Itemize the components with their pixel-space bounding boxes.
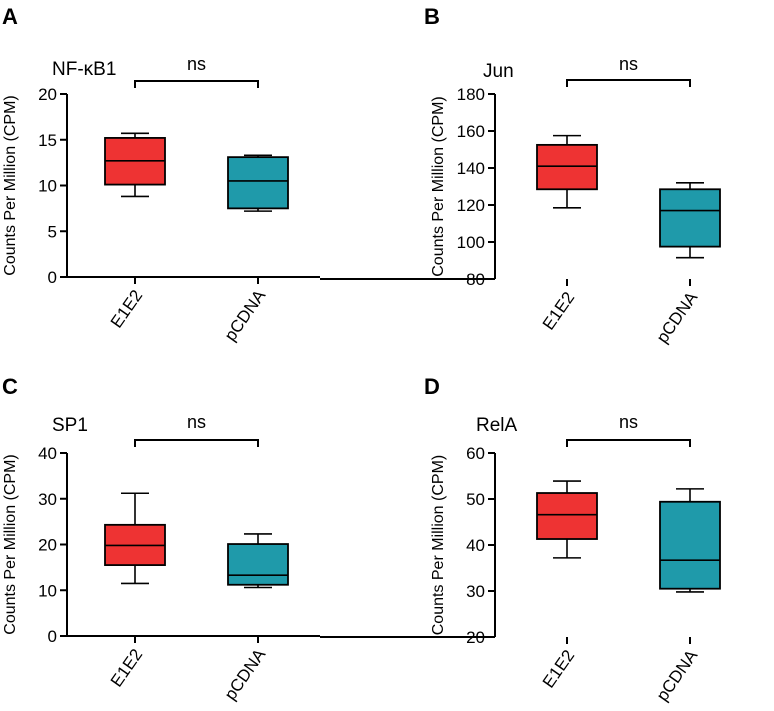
chart-title: NF-κB1 bbox=[52, 59, 116, 80]
significance-label: ns bbox=[619, 412, 638, 432]
panel-letter: D bbox=[424, 374, 440, 399]
y-tick-label: 120 bbox=[457, 196, 485, 215]
box-e1e2 bbox=[536, 134, 598, 209]
x-category-label: pCDNA bbox=[221, 286, 270, 345]
chart-title: SP1 bbox=[52, 415, 88, 436]
box-iqr bbox=[227, 543, 289, 586]
y-tick-label: 10 bbox=[38, 581, 57, 600]
x-category-label: E1E2 bbox=[539, 646, 578, 691]
x-category-label: E1E2 bbox=[107, 645, 146, 690]
box-pcdna bbox=[659, 182, 721, 259]
y-tick-label: 5 bbox=[48, 222, 57, 241]
x-category-label: pCDNA bbox=[221, 645, 270, 704]
x-category-label: E1E2 bbox=[107, 286, 146, 331]
significance-label: ns bbox=[619, 54, 638, 74]
significance-bracket bbox=[566, 439, 691, 447]
box-iqr bbox=[659, 188, 721, 248]
y-tick-label: 140 bbox=[457, 159, 485, 178]
y-tick-label: 20 bbox=[38, 536, 57, 555]
significance-bracket bbox=[134, 439, 259, 447]
panel-letter: B bbox=[424, 4, 440, 29]
y-axis-label: Counts Per Million (CPM) bbox=[2, 454, 19, 634]
y-tick-label: 30 bbox=[38, 490, 57, 509]
box-iqr bbox=[536, 143, 598, 191]
y-tick-label: 0 bbox=[48, 627, 57, 646]
y-axis-label: Counts Per Million (CPM) bbox=[430, 96, 447, 276]
box-e1e2 bbox=[104, 492, 166, 585]
box-e1e2 bbox=[536, 480, 598, 559]
box-iqr bbox=[536, 492, 598, 540]
y-tick-label: 15 bbox=[38, 131, 57, 150]
chart-title: Jun bbox=[483, 61, 514, 82]
y-tick-label: 10 bbox=[38, 177, 57, 196]
y-tick-label: 100 bbox=[457, 233, 485, 252]
y-axis-label: Counts Per Million (CPM) bbox=[430, 455, 447, 635]
x-category-label: E1E2 bbox=[539, 288, 578, 333]
box-iqr bbox=[227, 156, 289, 210]
significance-label: ns bbox=[187, 54, 206, 74]
chart-panel-c: C SP1 ns 0 10 20 30 40 Counts Per Million (CPM) E… bbox=[2, 374, 320, 703]
y-tick-label: 30 bbox=[466, 582, 485, 601]
y-tick-label: 0 bbox=[48, 268, 57, 287]
box-pcdna bbox=[659, 488, 721, 593]
chart-title: RelA bbox=[476, 415, 518, 436]
box-pcdna bbox=[227, 154, 289, 212]
y-tick-label: 40 bbox=[38, 444, 57, 463]
panel-letter: C bbox=[2, 374, 18, 399]
y-axis-label: Counts Per Million (CPM) bbox=[2, 95, 19, 275]
x-category-label: pCDNA bbox=[653, 288, 702, 347]
y-tick-label: 160 bbox=[457, 122, 485, 141]
box-e1e2 bbox=[104, 132, 166, 198]
box-pcdna bbox=[227, 533, 289, 589]
y-tick-label: 20 bbox=[38, 85, 57, 104]
panel-letter: A bbox=[2, 4, 18, 29]
y-tick-label: 180 bbox=[457, 85, 485, 104]
y-tick-label: 50 bbox=[466, 490, 485, 509]
significance-label: ns bbox=[187, 412, 206, 432]
significance-bracket bbox=[566, 79, 691, 87]
y-tick-label: 60 bbox=[466, 444, 485, 463]
box-iqr bbox=[659, 500, 721, 590]
chart-panel-a: A NF-κB1 ns 0 5 10 15 20 Counts Per Million (CPM… bbox=[2, 4, 320, 344]
y-tick-label: 40 bbox=[466, 536, 485, 555]
x-category-label: pCDNA bbox=[653, 646, 702, 705]
significance-bracket bbox=[134, 80, 259, 88]
